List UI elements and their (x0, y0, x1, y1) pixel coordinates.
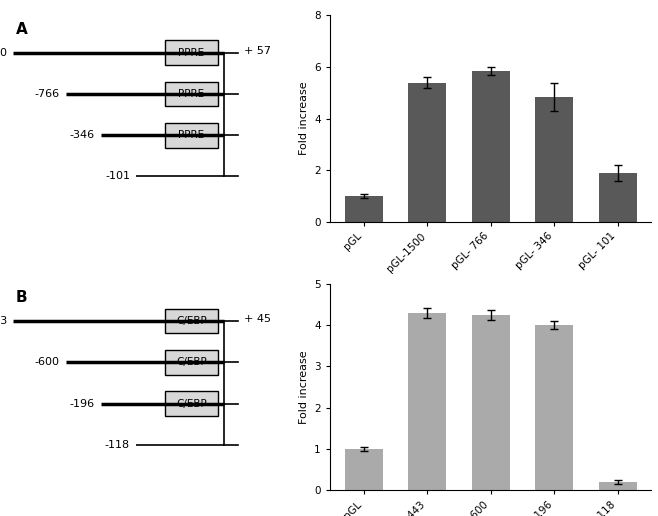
Text: PPRE: PPRE (178, 47, 205, 58)
FancyBboxPatch shape (165, 350, 218, 375)
Text: -118: -118 (105, 440, 130, 450)
Text: C/EBP: C/EBP (176, 357, 207, 367)
Text: PPRE: PPRE (178, 89, 205, 99)
Bar (472, 315, 510, 490)
Bar (345, 196, 383, 222)
Bar (345, 449, 383, 490)
FancyBboxPatch shape (165, 123, 218, 148)
Text: A: A (16, 22, 28, 37)
Bar (472, 71, 510, 222)
Text: PPRE: PPRE (178, 130, 205, 140)
Text: -346: -346 (70, 130, 95, 140)
Text: B: B (16, 290, 28, 305)
Bar (408, 313, 446, 490)
Text: -196: -196 (70, 398, 95, 409)
Bar (408, 83, 446, 222)
Bar (599, 173, 637, 222)
Text: -101: -101 (105, 171, 130, 182)
FancyBboxPatch shape (165, 391, 218, 416)
FancyBboxPatch shape (165, 82, 218, 106)
Text: -1443: -1443 (0, 316, 7, 326)
Text: -766: -766 (35, 89, 60, 99)
Y-axis label: Fold increase: Fold increase (299, 82, 309, 155)
Text: -600: -600 (35, 357, 60, 367)
Bar (535, 97, 573, 222)
Bar (535, 325, 573, 490)
FancyBboxPatch shape (165, 309, 218, 333)
Bar (599, 482, 637, 490)
Text: -1500: -1500 (0, 47, 7, 58)
FancyBboxPatch shape (165, 40, 218, 65)
Y-axis label: Fold increase: Fold increase (299, 350, 309, 424)
Text: + 57: + 57 (244, 45, 271, 56)
Text: C/EBP: C/EBP (176, 316, 207, 326)
Text: C/EBP: C/EBP (176, 398, 207, 409)
Text: pCMV- PPARγ+RXRα: pCMV- PPARγ+RXRα (431, 317, 551, 330)
Text: + 45: + 45 (244, 314, 271, 324)
